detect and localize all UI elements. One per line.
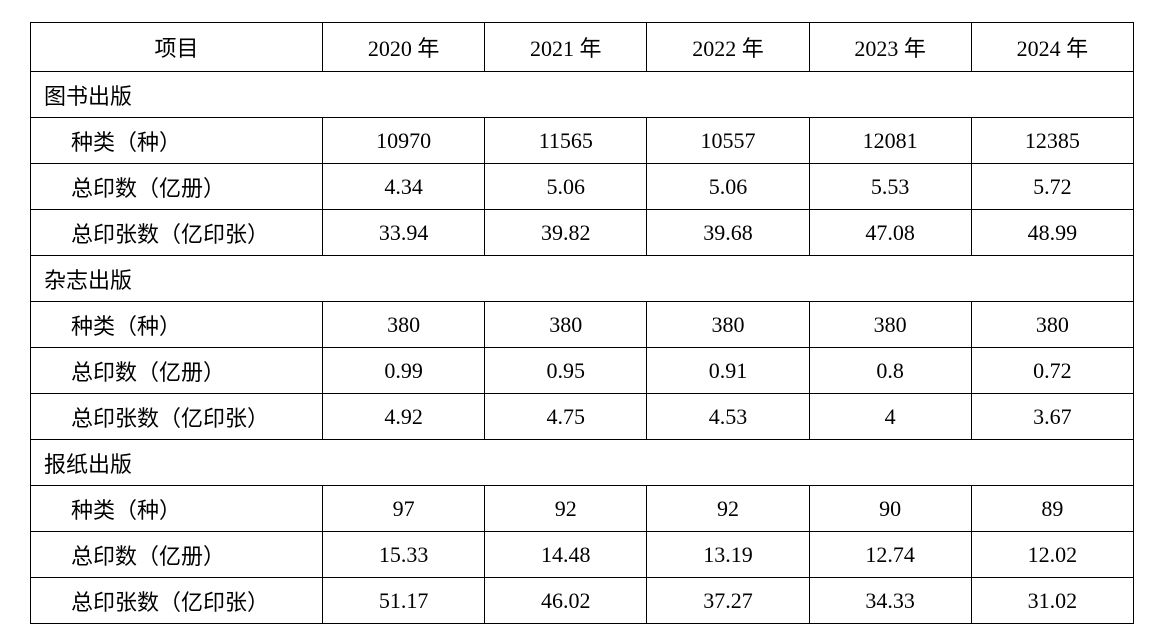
data-cell: 47.08 <box>808 209 972 256</box>
data-cell: 89 <box>970 485 1135 532</box>
data-cell: 37.27 <box>646 577 810 624</box>
data-cell: 4.34 <box>321 163 486 210</box>
data-row: 总印张数（亿印张） 33.94 39.82 39.68 47.08 48.99 <box>30 209 1135 256</box>
data-cell: 39.68 <box>646 209 810 256</box>
data-cell: 33.94 <box>321 209 486 256</box>
data-cell: 39.82 <box>484 209 648 256</box>
data-cell: 380 <box>321 301 486 348</box>
data-cell: 380 <box>970 301 1135 348</box>
data-row: 种类（种） 10970 11565 10557 12081 12385 <box>30 117 1135 164</box>
data-cell: 4 <box>808 393 972 440</box>
data-row: 总印张数（亿印张） 51.17 46.02 37.27 34.33 31.02 <box>30 577 1135 624</box>
row-label: 总印数（亿册） <box>30 531 323 578</box>
data-cell: 46.02 <box>484 577 648 624</box>
section-row: 杂志出版 <box>30 255 1134 302</box>
data-cell: 380 <box>808 301 972 348</box>
data-cell: 0.91 <box>646 347 810 394</box>
header-cell: 2023 年 <box>808 22 972 72</box>
data-cell: 380 <box>484 301 648 348</box>
row-label: 种类（种） <box>30 117 323 164</box>
data-row: 总印数（亿册） 15.33 14.48 13.19 12.74 12.02 <box>30 531 1135 578</box>
data-cell: 92 <box>646 485 810 532</box>
header-cell: 2020 年 <box>321 22 486 72</box>
data-cell: 12081 <box>808 117 972 164</box>
header-row: 项目 2020 年 2021 年 2022 年 2023 年 2024 年 <box>30 22 1135 72</box>
section-title: 图书出版 <box>30 71 1134 118</box>
section-title: 报纸出版 <box>30 439 1134 486</box>
header-cell: 项目 <box>30 22 323 72</box>
data-cell: 11565 <box>484 117 648 164</box>
section-title: 杂志出版 <box>30 255 1134 302</box>
data-cell: 0.8 <box>808 347 972 394</box>
data-cell: 0.99 <box>321 347 486 394</box>
data-row: 总印数（亿册） 0.99 0.95 0.91 0.8 0.72 <box>30 347 1135 394</box>
data-cell: 14.48 <box>484 531 648 578</box>
data-cell: 15.33 <box>321 531 486 578</box>
data-row: 总印张数（亿印张） 4.92 4.75 4.53 4 3.67 <box>30 393 1135 440</box>
data-cell: 0.72 <box>970 347 1135 394</box>
row-label: 总印数（亿册） <box>30 163 323 210</box>
data-cell: 51.17 <box>321 577 486 624</box>
data-cell: 10970 <box>321 117 486 164</box>
row-label: 种类（种） <box>30 301 323 348</box>
table-body: 图书出版 种类（种） 10970 11565 10557 12081 12385 总印数（亿册… <box>30 71 1135 624</box>
data-cell: 4.75 <box>484 393 648 440</box>
data-cell: 90 <box>808 485 972 532</box>
data-cell: 97 <box>321 485 486 532</box>
row-label: 总印张数（亿印张） <box>30 577 323 624</box>
table-wrapper: 项目 2020 年 2021 年 2022 年 2023 年 2024 年 图书出版 种类（… <box>30 22 1135 624</box>
data-cell: 0.95 <box>484 347 648 394</box>
data-cell: 13.19 <box>646 531 810 578</box>
data-cell: 92 <box>484 485 648 532</box>
data-table: 项目 2020 年 2021 年 2022 年 2023 年 2024 年 图书出版 种类（… <box>30 22 1135 624</box>
data-cell: 5.53 <box>808 163 972 210</box>
data-cell: 5.72 <box>970 163 1135 210</box>
header-cell: 2021 年 <box>484 22 648 72</box>
data-row: 总印数（亿册） 4.34 5.06 5.06 5.53 5.72 <box>30 163 1135 210</box>
data-cell: 34.33 <box>808 577 972 624</box>
data-cell: 12385 <box>970 117 1135 164</box>
data-cell: 31.02 <box>970 577 1135 624</box>
data-cell: 4.53 <box>646 393 810 440</box>
header-cell: 2022 年 <box>646 22 810 72</box>
row-label: 种类（种） <box>30 485 323 532</box>
header-cell: 2024 年 <box>970 22 1135 72</box>
data-row: 种类（种） 97 92 92 90 89 <box>30 485 1135 532</box>
row-label: 总印数（亿册） <box>30 347 323 394</box>
row-label: 总印张数（亿印张） <box>30 393 323 440</box>
data-cell: 10557 <box>646 117 810 164</box>
row-label: 总印张数（亿印张） <box>30 209 323 256</box>
data-row: 种类（种） 380 380 380 380 380 <box>30 301 1135 348</box>
data-cell: 5.06 <box>484 163 648 210</box>
data-cell: 12.02 <box>970 531 1135 578</box>
data-cell: 5.06 <box>646 163 810 210</box>
data-cell: 3.67 <box>970 393 1135 440</box>
data-cell: 4.92 <box>321 393 486 440</box>
data-cell: 380 <box>646 301 810 348</box>
section-row: 图书出版 <box>30 71 1134 118</box>
data-cell: 48.99 <box>970 209 1135 256</box>
data-cell: 12.74 <box>808 531 972 578</box>
section-row: 报纸出版 <box>30 439 1134 486</box>
